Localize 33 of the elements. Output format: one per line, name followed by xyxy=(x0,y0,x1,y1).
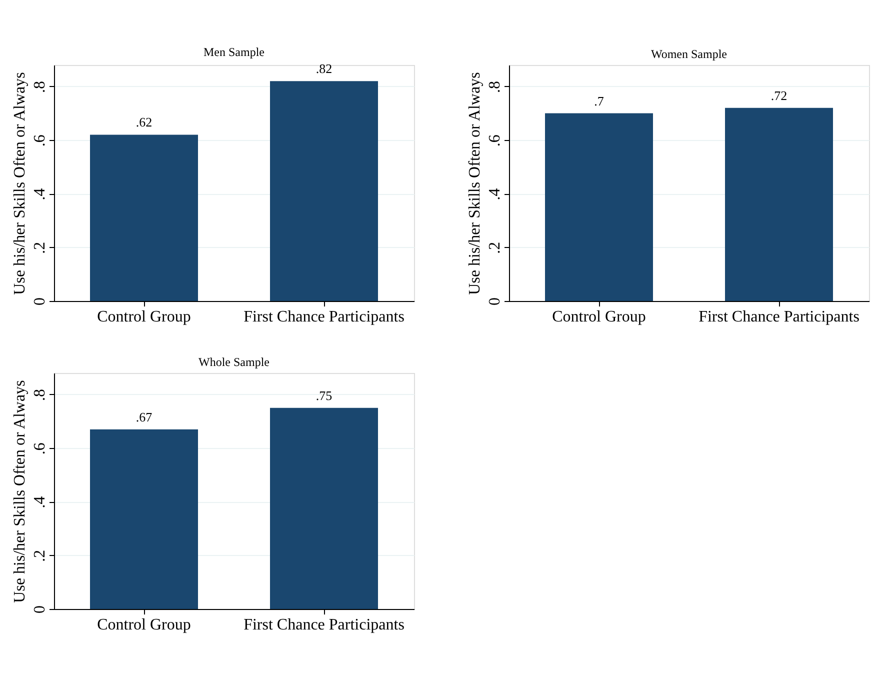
data-label: .7 xyxy=(594,93,604,108)
y-axis-title: Use his/her Skills Often or Always xyxy=(466,72,484,295)
y-tick-label: .2 xyxy=(486,242,504,254)
data-label: .82 xyxy=(316,61,332,76)
x-tick-label: First Chance Participants xyxy=(698,308,860,326)
chart-title: Whole Sample xyxy=(198,355,270,369)
chart-title: Women Sample xyxy=(650,47,728,61)
y-tick-label: .4 xyxy=(486,188,504,200)
y-tick-label: .4 xyxy=(32,188,48,200)
y-tick-label: .6 xyxy=(486,134,504,147)
data-label: .62 xyxy=(136,114,152,130)
x-tick-label: Control Group xyxy=(97,308,191,326)
x-tick-label: Control Group xyxy=(97,616,191,634)
y-tick-label: .8 xyxy=(32,388,48,401)
y-tick-label: .6 xyxy=(32,134,48,147)
data-label: .75 xyxy=(316,388,332,403)
x-tick-label: First Chance Participants xyxy=(244,308,404,326)
y-tick-label: 0 xyxy=(32,298,48,306)
y-axis-title: Use his/her Skills Often or Always xyxy=(12,72,28,295)
y-tick-label: .6 xyxy=(32,442,48,455)
y-tick-label: .2 xyxy=(32,242,48,254)
x-tick-label: First Chance Participants xyxy=(244,616,404,634)
data-label: .72 xyxy=(770,88,788,103)
y-tick-label: 0 xyxy=(32,606,48,614)
x-tick-label: Control Group xyxy=(552,308,646,326)
y-tick-label: 0 xyxy=(486,298,504,306)
y-tick-label: .2 xyxy=(32,550,48,562)
y-tick-label: .8 xyxy=(486,80,504,93)
y-tick-label: .8 xyxy=(32,80,48,93)
data-label: .67 xyxy=(136,409,153,424)
y-tick-label: .4 xyxy=(32,496,48,508)
chart-title: Men Sample xyxy=(204,45,264,60)
y-axis-title: Use his/her Skills Often or Always xyxy=(12,380,28,603)
